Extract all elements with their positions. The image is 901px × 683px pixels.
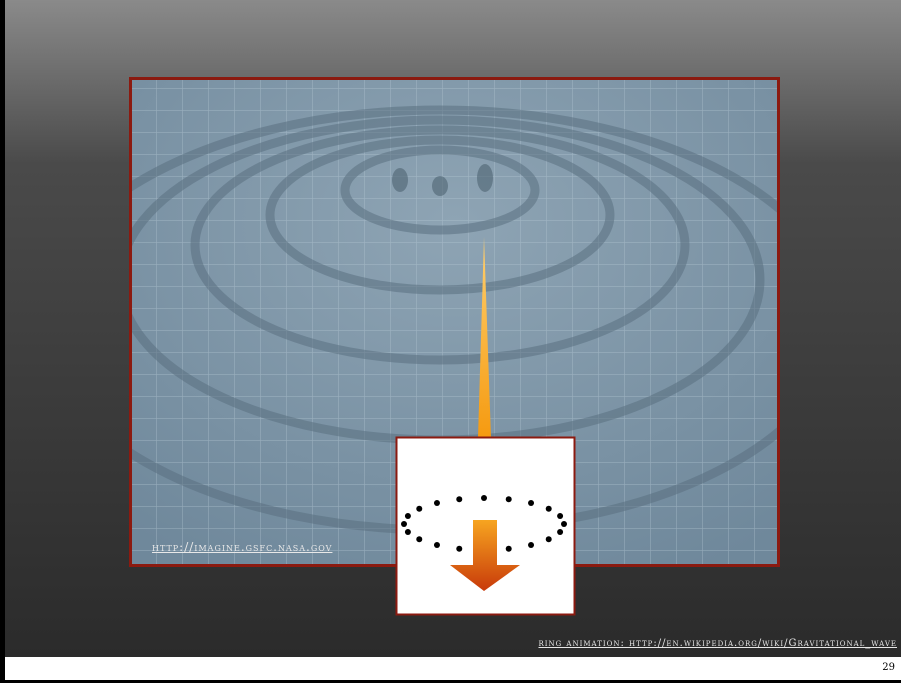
particle <box>456 496 462 502</box>
particle <box>546 506 552 512</box>
particle <box>528 500 534 506</box>
image-credit: http://imagine.gsfc.nasa.gov <box>152 540 332 554</box>
footer-credit: ring animation: http://en.wikipedia.org/… <box>538 638 897 649</box>
particle <box>561 521 567 527</box>
particle <box>557 513 563 519</box>
particle <box>401 521 407 527</box>
particle <box>416 536 422 542</box>
particle <box>506 546 512 552</box>
particle <box>456 546 462 552</box>
particle <box>528 542 534 548</box>
particle <box>434 500 440 506</box>
particle <box>434 542 440 548</box>
page-number: 29 <box>882 662 895 673</box>
particle <box>506 496 512 502</box>
particle <box>405 529 411 535</box>
particle <box>405 513 411 519</box>
particle <box>557 529 563 535</box>
footer-bar <box>5 657 901 680</box>
slide <box>0 0 901 683</box>
particle <box>481 495 487 501</box>
particle <box>416 506 422 512</box>
particle <box>546 536 552 542</box>
page: http://imagine.gsfc.nasa.gov ring animat… <box>0 0 901 683</box>
